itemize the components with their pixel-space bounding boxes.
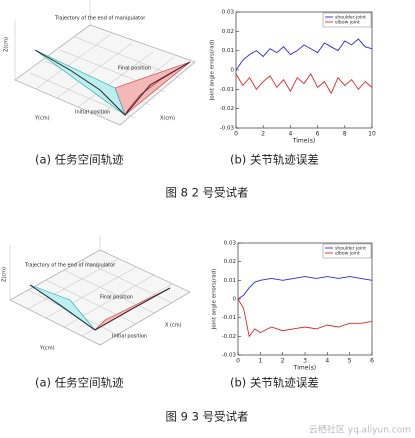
x-tick-label: 0 — [236, 358, 240, 365]
axis-label: Y(cm) — [34, 116, 50, 122]
y-tick-label: 0 — [233, 297, 237, 303]
legend-label: elbow joint — [335, 20, 360, 26]
y-tick-label: -0.01 — [220, 87, 234, 93]
y-tick-label: 0.03 — [224, 241, 237, 247]
axis-label: Y(cm) — [39, 346, 55, 352]
annotation: Initial position — [75, 110, 110, 116]
y-tick-label: 0.02 — [222, 29, 234, 35]
axis-label: Z(cm) — [4, 37, 10, 52]
y-tick-label: -0.03 — [220, 126, 235, 132]
x-tick-label: 6 — [316, 131, 320, 138]
caption: (a) 任务空间轨迹 — [35, 153, 124, 167]
x-tick-label: 3 — [303, 358, 307, 365]
x-tick-label: 6 — [370, 358, 374, 365]
series-line — [235, 38, 373, 71]
legend-label: elbow joint — [335, 251, 360, 257]
annotation: Initial position — [112, 334, 147, 340]
y-axis-label: Joint angle errors(rad) — [210, 40, 216, 102]
plot-3d: Trajectory of the end of manipulator Fin… — [4, 0, 196, 126]
y-tick-label: -0.02 — [220, 106, 234, 112]
x-tick-label: 4 — [325, 358, 329, 365]
axis-label: X (cm) — [165, 323, 182, 329]
y-tick-label: 0 — [231, 68, 235, 74]
x-axis-label: Time(s) — [292, 138, 316, 145]
x-axis-label: Time(s) — [293, 365, 317, 372]
y-tick-label: -0.01 — [222, 315, 236, 321]
x-tick-label: 0 — [234, 131, 238, 138]
x-tick-label: 2 — [281, 358, 285, 365]
figure-caption: 图 9 3 号受试者 — [165, 410, 248, 424]
annotation: Trajectory of the end of manipulator — [24, 263, 116, 269]
series-line — [235, 72, 373, 95]
y-tick-label: -0.02 — [222, 334, 236, 340]
x-tick-label: 10 — [368, 131, 376, 138]
y-tick-label: 0.01 — [222, 48, 234, 54]
x-tick-label: 4 — [288, 131, 292, 138]
watermark: 云栖社区 yq.aliyun.com — [309, 424, 411, 436]
caption: (b) 关节轨迹误差 — [230, 376, 319, 390]
y-axis-label: Joint angle errors(rad) — [212, 269, 218, 331]
y-tick-label: 0.03 — [222, 10, 235, 16]
caption: (a) 任务空间轨迹 — [35, 376, 124, 390]
y-tick-label: -0.03 — [222, 353, 237, 359]
series-line — [237, 276, 373, 300]
y-tick-label: 0.02 — [224, 259, 236, 265]
annotation: Final position — [118, 66, 151, 72]
legend — [322, 12, 372, 28]
annotation: Final position — [100, 295, 133, 301]
legend-label: shoulder joint — [335, 246, 366, 252]
axis-label: Z(cm) — [2, 267, 8, 282]
caption: (b) 关节轨迹误差 — [230, 153, 319, 167]
legend — [322, 243, 372, 259]
annotation: Trajectory of the end of manipulator — [54, 16, 146, 22]
axis-label: X(cm) — [160, 116, 175, 122]
x-tick-label: 5 — [348, 358, 352, 365]
grid-3d — [14, 0, 196, 126]
figure-caption: 图 8 2 号受试者 — [165, 186, 248, 200]
plot-3d: Trajectory of the end of manipulator Fin… — [2, 235, 191, 352]
legend-label: shoulder joint — [335, 15, 366, 21]
y-tick-label: 0.01 — [224, 278, 236, 284]
series-line — [237, 298, 373, 338]
x-tick-label: 8 — [343, 131, 347, 138]
plot-area — [237, 242, 373, 356]
plot-area — [235, 11, 373, 129]
x-tick-label: 1 — [258, 358, 262, 365]
x-tick-label: 2 — [261, 131, 265, 138]
